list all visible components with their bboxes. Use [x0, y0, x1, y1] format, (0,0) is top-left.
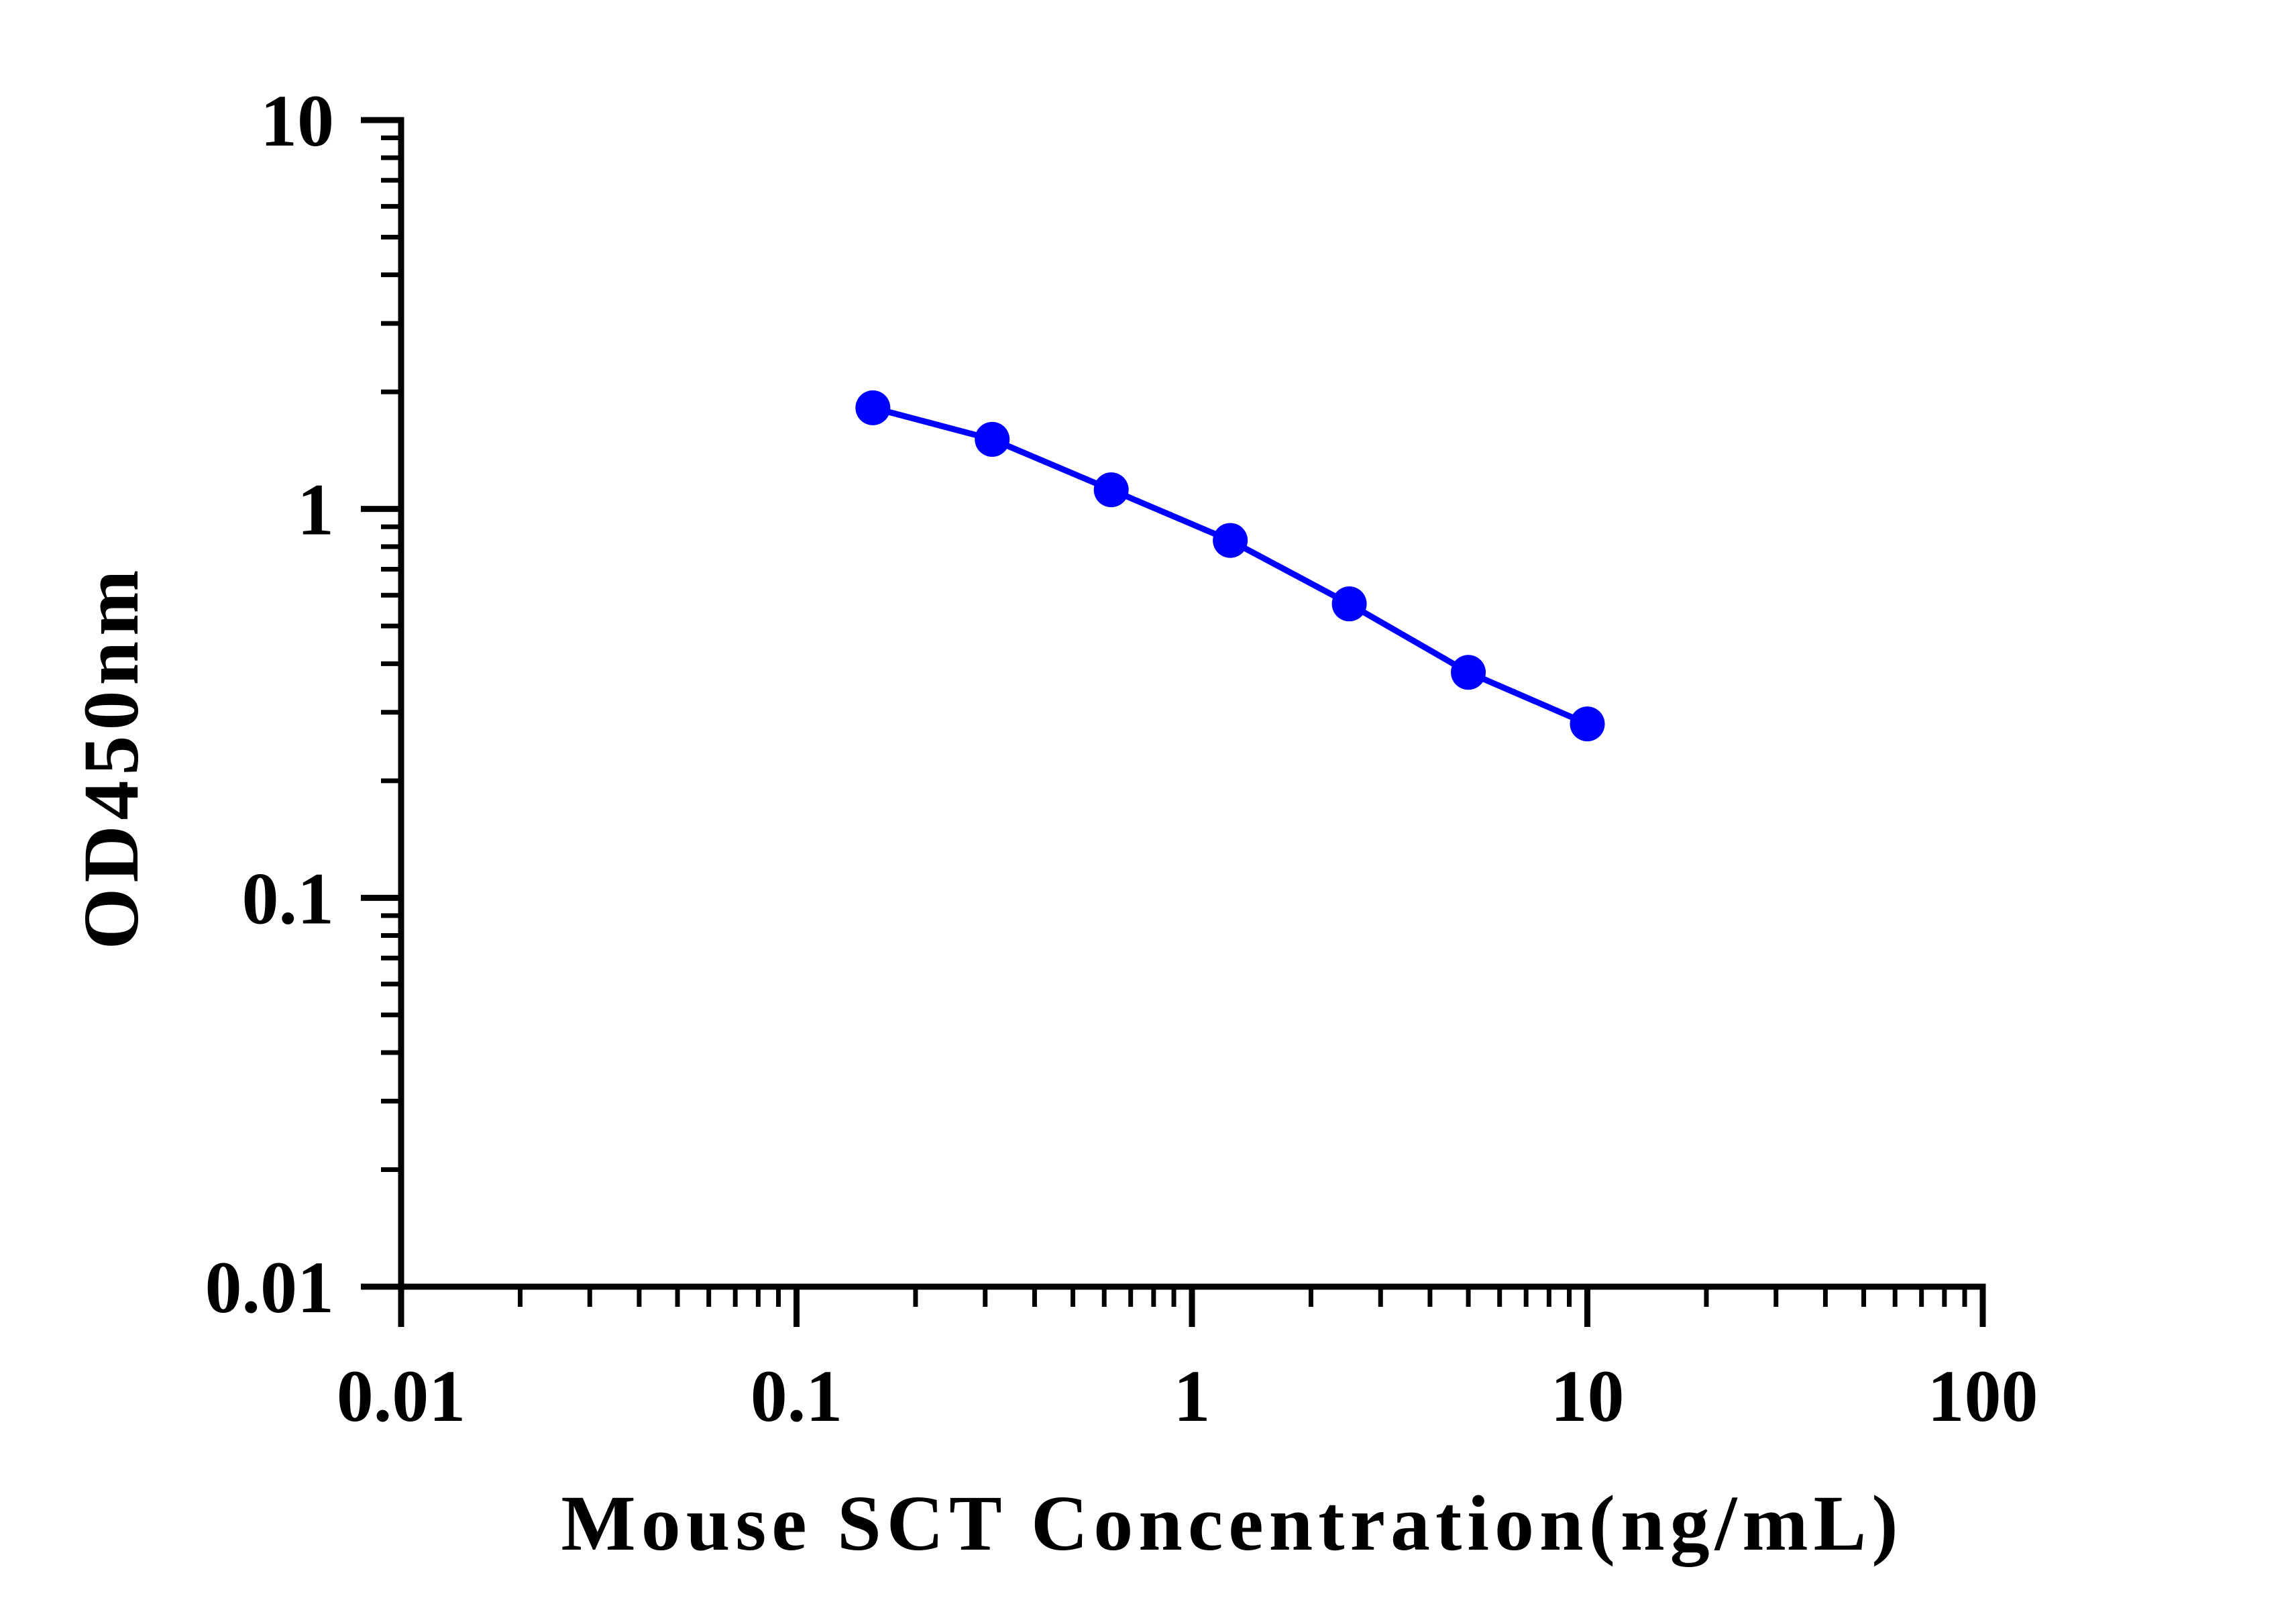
x-axis: 0.01 0.1 1 10 100	[337, 1283, 2038, 1437]
data-point	[1451, 655, 1486, 690]
y-tick-label: 0.01	[205, 1246, 335, 1328]
data-point	[855, 390, 891, 425]
y-tick-label: 1	[297, 469, 334, 551]
data-point	[975, 421, 1010, 457]
x-tick-label: 100	[1928, 1355, 2038, 1437]
data-point	[1213, 523, 1248, 558]
series-layer	[855, 390, 1605, 742]
y-axis: 0.01 0.1 1 10	[205, 80, 404, 1328]
y-tick-label: 10	[260, 80, 334, 162]
x-axis-title: Mouse SCT Concentration(ng/mL)	[561, 1479, 1903, 1567]
x-tick-label: 1	[1174, 1355, 1211, 1437]
x-tick-label: 10	[1551, 1355, 1625, 1437]
x-tick-label: 0.1	[751, 1355, 843, 1437]
y-axis-title: OD450nm	[67, 565, 155, 950]
data-point	[1093, 472, 1129, 508]
y-tick-label: 0.1	[242, 857, 335, 939]
data-point	[1570, 706, 1605, 742]
data-point	[1331, 586, 1367, 622]
x-tick-label: 0.01	[337, 1355, 466, 1437]
